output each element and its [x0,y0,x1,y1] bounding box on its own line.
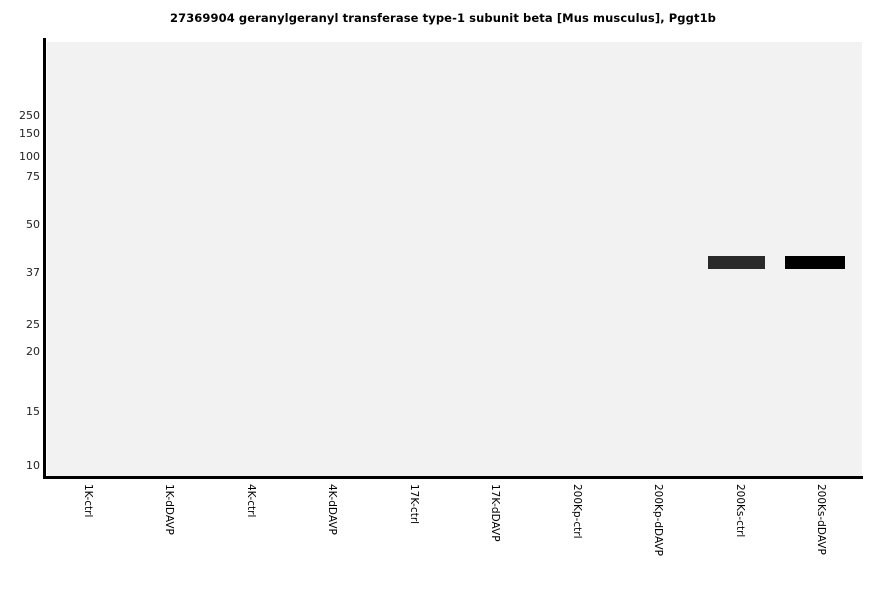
x-axis-tick-label: 200Ks-dDAVP [815,484,828,555]
page-title: 27369904 geranylgeranyl transferase type… [170,11,716,25]
x-axis-tick-label: 4K-ctrl [244,484,257,518]
y-axis-tick-label: 37 [26,266,40,279]
gel-band [785,256,845,269]
x-axis-tick-label: 200Kp-dDAVP [652,484,665,556]
y-axis-tick-label: 15 [26,405,40,418]
x-axis-tick-label: 1K-ctrl [81,484,94,518]
x-axis-tick-label: 17K-ctrl [407,484,420,525]
x-axis-tick-label: 1K-dDAVP [163,484,176,535]
x-axis-tick-label: 17K-dDAVP [489,484,502,542]
y-axis-tick-label: 100 [19,150,40,163]
x-axis-spine [43,476,863,479]
y-axis-tick-label: 10 [26,459,40,472]
y-axis-tick-label: 25 [26,318,40,331]
y-axis-spine [43,38,46,479]
y-axis-tick-label: 20 [26,345,40,358]
x-axis-tick-label: 4K-dDAVP [326,484,339,535]
y-axis-tick-label: 150 [19,127,40,140]
x-axis-tick-label: 200Kp-ctrl [570,484,583,539]
x-axis-tick-label: 200Ks-ctrl [733,484,746,538]
y-axis-tick-label: 75 [26,170,40,183]
gel-band [708,256,765,269]
y-axis-tick-label: 250 [19,109,40,122]
y-axis-tick-label: 50 [26,218,40,231]
